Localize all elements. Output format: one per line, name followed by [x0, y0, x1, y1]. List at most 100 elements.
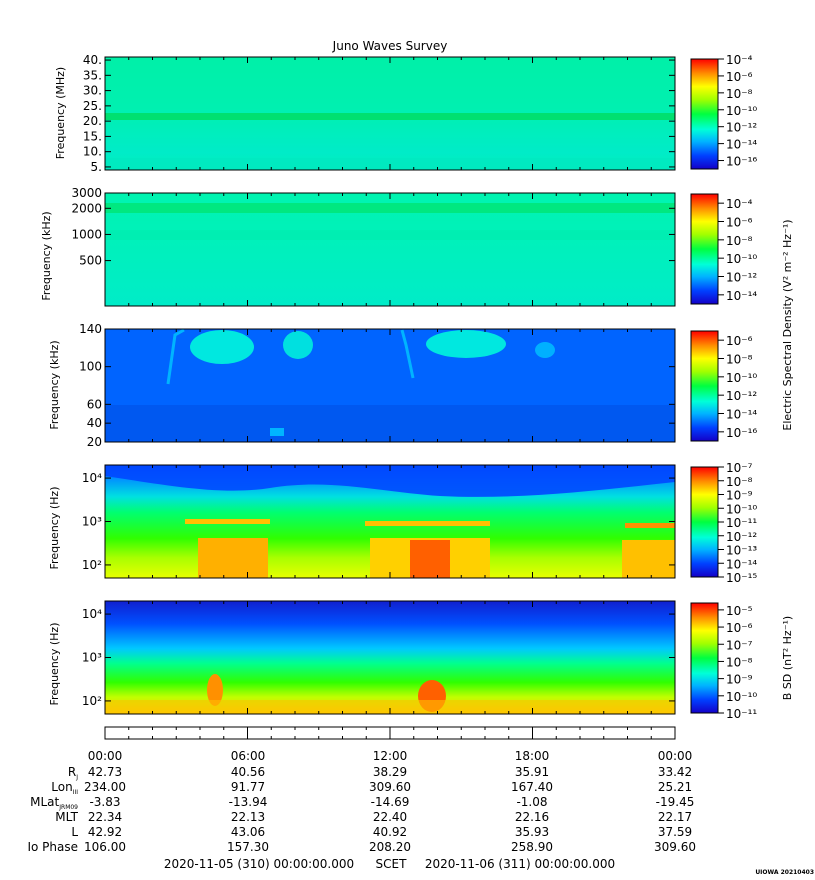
ytick-label: 10⁴ — [82, 471, 102, 485]
yaxis-hfr-high: 5.10. 15.20.25.30. 35.40. — [83, 53, 675, 174]
panel-hfr-high: 5.10.15.20.25.30.35.40. Frequency (MHz) … — [54, 53, 757, 174]
colorbar-tick-label: 10⁻¹⁶ — [726, 155, 757, 169]
ytick-label: 35. — [83, 68, 102, 82]
mag-enhancement-1 — [207, 674, 223, 706]
ytick-label: 1000 — [71, 227, 102, 241]
ytick-label: 20. — [83, 114, 102, 128]
colorbar-tick-label: 10⁻⁸ — [726, 234, 753, 248]
intensification-3 — [622, 540, 675, 578]
ytick-label: 20 — [87, 435, 102, 449]
colorbar-tick-label: 10⁻¹² — [726, 271, 757, 285]
colorbar-lfr-high — [690, 330, 719, 442]
band-1000khz — [105, 230, 675, 240]
colorbar-tick-label: 10⁻¹¹ — [726, 707, 757, 721]
ephemeris-label: LonIII — [51, 780, 78, 796]
emission-line-1khz-b — [365, 521, 490, 526]
ytick-label: 40. — [83, 53, 102, 67]
ephemeris-value: 167.40 — [511, 780, 553, 794]
panel-frame-1 — [104, 56, 676, 171]
colorbar-tick-label: 10⁻⁹ — [726, 489, 753, 503]
colorbar-lfr-low — [690, 466, 719, 578]
ephemeris-value: 33.42 — [658, 765, 692, 779]
colorbar-tick-label: 10⁻¹² — [726, 389, 757, 403]
colorbar-ticks-lfr-high: 10⁻⁶ 10⁻⁸ 10⁻¹⁰ 10⁻¹² 10⁻¹⁴ 10⁻¹⁶ — [718, 334, 757, 440]
emission-blob-1 — [190, 330, 254, 364]
time-tick-3: 18:00 — [515, 749, 550, 763]
ytick-label: 10² — [82, 558, 102, 572]
colorbar-label-magnetic: B SD (nT² Hz⁻¹) — [781, 616, 794, 700]
emission-blob-4 — [535, 342, 555, 358]
colorbar-tick-label: 10⁻⁸ — [726, 87, 753, 101]
panel-frame-2 — [104, 192, 676, 307]
ytick-label: 10. — [83, 145, 102, 159]
yaxis-lfr-high: 20 40 60 100 140 — [79, 322, 675, 449]
colorbar-tick-label: 10⁻⁶ — [726, 334, 753, 348]
emission-line-1khz-c — [625, 523, 675, 528]
ephemeris-value: 40.56 — [231, 765, 265, 779]
ephemeris-value: -13.94 — [229, 795, 268, 809]
emission-blob-2 — [283, 331, 313, 359]
ephemeris-label: L — [71, 825, 78, 839]
colorbar-tick-label: 10⁻¹⁴ — [726, 408, 757, 422]
ephemeris-value: -1.08 — [516, 795, 547, 809]
colorbar-tick-label: 10⁻⁶ — [726, 70, 753, 84]
ephemeris-value: 157.30 — [227, 840, 269, 854]
ytick-label: 2000 — [71, 201, 102, 215]
band-2000khz — [105, 203, 675, 213]
colorbar-tick-label: 10⁻¹² — [726, 121, 757, 135]
spectrogram-magnetic — [105, 601, 675, 714]
ephemeris-value: 91.77 — [231, 780, 265, 794]
ephemeris-value: 22.13 — [231, 810, 265, 824]
colorbar-tick-label: 10⁻¹⁰ — [726, 104, 757, 118]
ytick-label: 500 — [79, 254, 102, 268]
ytick-label: 100 — [79, 360, 102, 374]
time-range-end: 2020-11-06 (311) 00:00:00.000 — [425, 857, 615, 871]
colorbar-tick-label: 10⁻¹² — [726, 530, 757, 544]
time-tick-labels: 00:00 06:00 12:00 18:00 00:00 — [88, 749, 693, 763]
ephemeris-label: MLatJRM09 — [30, 795, 78, 811]
colorbar-ticks-hfr-low: 10⁻⁴ 10⁻⁶ 10⁻⁸ 10⁻¹⁰ 10⁻¹² 10⁻¹⁴ — [718, 197, 757, 303]
intensification-core — [410, 540, 450, 578]
time-tick-0: 00:00 — [88, 749, 123, 763]
colorbar-tick-label: 10⁻⁶ — [726, 621, 753, 635]
ephemeris-value: 38.29 — [373, 765, 407, 779]
colorbar-tick-label: 10⁻⁷ — [726, 461, 753, 475]
yaxis-lfr-low: 10² 10³ 10⁴ — [82, 471, 675, 572]
ytick-label: 15. — [83, 129, 102, 143]
colorbar-tick-label: 10⁻¹⁴ — [726, 289, 757, 303]
emission-patch-low — [270, 428, 284, 436]
ephemeris-value: 309.60 — [654, 840, 696, 854]
ephemeris-value: 37.59 — [658, 825, 692, 839]
ephemeris-value: 258.90 — [511, 840, 553, 854]
emission-line-1khz — [185, 519, 270, 524]
ephemeris-value: 35.91 — [515, 765, 549, 779]
colorbar-tick-label: 10⁻⁶ — [726, 216, 753, 230]
footer-tag: UIOWA 20210403 — [755, 869, 814, 876]
intensification-1 — [198, 538, 268, 578]
time-tick-4: 00:00 — [658, 749, 693, 763]
colorbar-tick-label: 10⁻¹³ — [726, 544, 757, 558]
ephemeris-value: 40.92 — [373, 825, 407, 839]
ytick-label: 10³ — [82, 651, 102, 665]
ephemeris-label: RJ — [68, 765, 78, 781]
band-21mhz — [105, 113, 675, 120]
ephemeris-value: 22.34 — [88, 810, 122, 824]
colorbar-tick-label: 10⁻⁷ — [726, 638, 753, 652]
colorbar-tick-label: 10⁻¹⁰ — [726, 502, 757, 516]
time-tick-2: 12:00 — [373, 749, 408, 763]
colorbar-hfr-low — [690, 193, 719, 305]
colorbar-tick-label: 10⁻⁵ — [726, 604, 753, 618]
colorbar-tick-label: 10⁻¹⁰ — [726, 371, 757, 385]
ephemeris-table: RJ 42.73 40.56 38.29 35.91 33.42 LonIII 234.00 9… — [27, 765, 696, 854]
colorbar-tick-label: 10⁻⁴ — [726, 53, 753, 67]
colorbar-tick-label: 10⁻¹⁰ — [726, 252, 757, 266]
colorbar-tick-label: 10⁻¹⁴ — [726, 138, 757, 152]
ephemeris-value: 106.00 — [84, 840, 126, 854]
colorbar-hfr-high — [690, 58, 719, 170]
band-lfr-lower — [105, 405, 675, 442]
ephemeris-value: 22.16 — [515, 810, 549, 824]
